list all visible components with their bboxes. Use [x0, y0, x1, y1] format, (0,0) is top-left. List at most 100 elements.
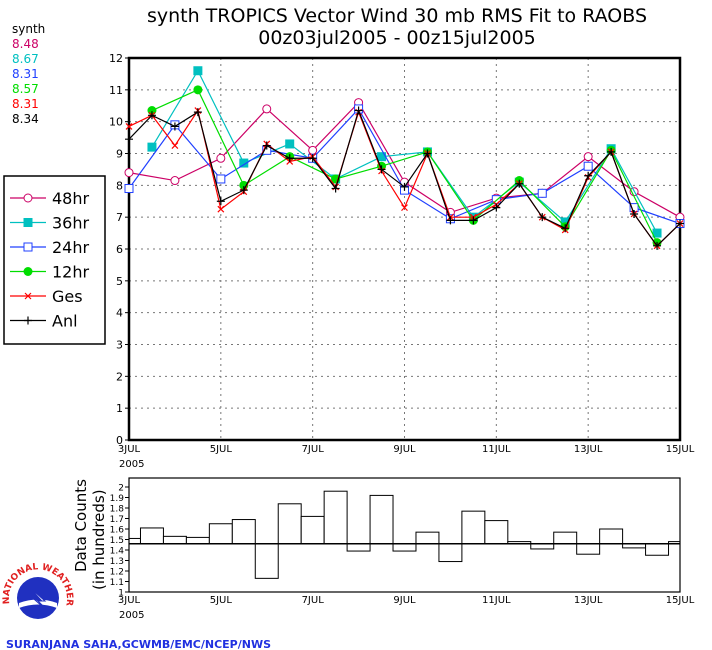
y-tick-label: 4	[116, 307, 123, 320]
x-tick-label: 3JUL	[118, 444, 141, 455]
lower-y-tick-label: 1.9	[110, 494, 125, 504]
lower-frame	[128, 477, 681, 593]
lower-y-tick-label: 1.2	[110, 568, 124, 578]
count-bar	[484, 520, 509, 545]
legend-label-Ges: Ges	[52, 287, 83, 306]
lower-x-year-label: 2005	[119, 610, 144, 621]
legend-marker-48hr	[23, 193, 33, 203]
count-bar	[438, 543, 463, 563]
data-point-Anl	[354, 106, 363, 115]
series-line-12hr	[151, 89, 658, 243]
lower-y-tick-label: 1.3	[110, 557, 124, 567]
x-tick-label: 5JUL	[210, 444, 233, 455]
x-tick-label: 9JUL	[393, 444, 416, 455]
nws-logo: NATIONAL WEATHER SERVICE	[2, 562, 74, 632]
count-bar	[254, 543, 279, 579]
data-point-24hr	[216, 174, 226, 184]
stats-header: synth	[12, 22, 45, 36]
data-point-48hr	[583, 152, 593, 162]
data-point-Anl	[515, 179, 524, 188]
data-point-Anl	[239, 186, 248, 195]
count-bar	[369, 494, 394, 545]
y-tick-label: 0	[116, 434, 123, 447]
count-bar	[530, 543, 555, 550]
data-point-Anl	[285, 154, 294, 163]
lower-y-tick-label: 1	[118, 589, 124, 599]
data-point-24hr	[124, 184, 134, 194]
data-point-Anl	[607, 147, 616, 156]
y-tick-label: 8	[116, 179, 123, 192]
chart-subtitle: 00z03jul2005 - 00z15jul2005	[258, 27, 536, 49]
count-bar	[415, 531, 440, 545]
data-point-Anl	[676, 219, 684, 228]
y-tick-label: 11	[109, 84, 123, 97]
lower-y-tick-label: 1.4	[110, 547, 125, 557]
stat-value-Anl: 8.34	[12, 112, 39, 126]
data-point-Anl	[170, 122, 179, 131]
data-point-36hr	[652, 228, 662, 238]
legend-label-36hr: 36hr	[52, 214, 90, 233]
data-point-12hr	[193, 85, 203, 95]
data-point-24hr	[583, 161, 593, 171]
y-tick-label: 1	[116, 402, 123, 415]
count-bar	[645, 543, 670, 556]
data-point-Ges	[171, 142, 179, 149]
y-tick-label: 9	[116, 148, 123, 161]
count-bar	[323, 490, 348, 545]
count-bar	[139, 527, 164, 545]
legend-marker-24hr	[23, 242, 33, 252]
count-bar	[300, 515, 325, 545]
lower-x-tick-label: 5JUL	[210, 595, 233, 606]
lower-y-tick-label: 1.8	[110, 505, 125, 515]
y-tick-label: 7	[116, 211, 123, 224]
y-tick-label: 12	[109, 52, 123, 65]
legend-marker-36hr	[23, 218, 33, 227]
data-point-48hr	[262, 104, 272, 114]
stat-value-48hr: 8.48	[12, 37, 39, 51]
data-point-Anl	[584, 171, 593, 180]
x-tick-label: 13JUL	[574, 444, 603, 455]
data-point-Anl	[400, 182, 409, 191]
data-point-Anl	[193, 108, 202, 117]
count-bar	[461, 510, 486, 545]
stat-value-24hr: 8.31	[12, 67, 39, 81]
count-bar	[208, 523, 233, 545]
x-tick-label: 15JUL	[666, 444, 695, 455]
count-bar	[346, 543, 371, 552]
data-point-36hr	[193, 66, 203, 76]
count-bar	[576, 543, 601, 555]
lower-y-tick-label: 1.6	[110, 526, 125, 536]
data-point-36hr	[285, 139, 295, 149]
data-point-Anl	[125, 135, 133, 144]
stat-value-Ges: 8.31	[12, 97, 39, 111]
legend-marker-Anl	[24, 316, 32, 325]
count-bar	[185, 536, 210, 545]
y-tick-label: 2	[116, 370, 123, 383]
legend-label-48hr: 48hr	[52, 189, 90, 208]
data-point-Anl	[561, 224, 570, 233]
legend-label-24hr: 24hr	[52, 238, 90, 257]
chart-title: synth TROPICS Vector Wind 30 mb RMS Fit …	[147, 5, 647, 27]
count-bar	[128, 537, 141, 545]
legend-label-Anl: Anl	[52, 312, 78, 331]
count-bar	[231, 519, 256, 545]
data-point-36hr	[560, 217, 570, 227]
data-point-24hr	[537, 188, 547, 198]
data-point-48hr	[124, 168, 134, 178]
data-point-Anl	[308, 154, 317, 163]
data-point-36hr	[377, 152, 387, 162]
lower-ylabel-units: (in hundreds)	[90, 489, 108, 590]
lower-x-tick-label: 15JUL	[666, 595, 695, 606]
data-point-36hr	[147, 142, 157, 152]
x-tick-label: 7JUL	[302, 444, 325, 455]
data-point-Anl	[653, 241, 662, 250]
lower-x-tick-label: 9JUL	[393, 595, 416, 606]
data-point-36hr	[239, 158, 249, 168]
lower-y-tick-label: 1.7	[110, 515, 124, 525]
legend-marker-Ges	[24, 292, 32, 300]
y-tick-label: 3	[116, 339, 123, 352]
data-point-Anl	[423, 149, 432, 158]
x-year-label: 2005	[119, 459, 144, 470]
data-point-48hr	[170, 176, 180, 186]
